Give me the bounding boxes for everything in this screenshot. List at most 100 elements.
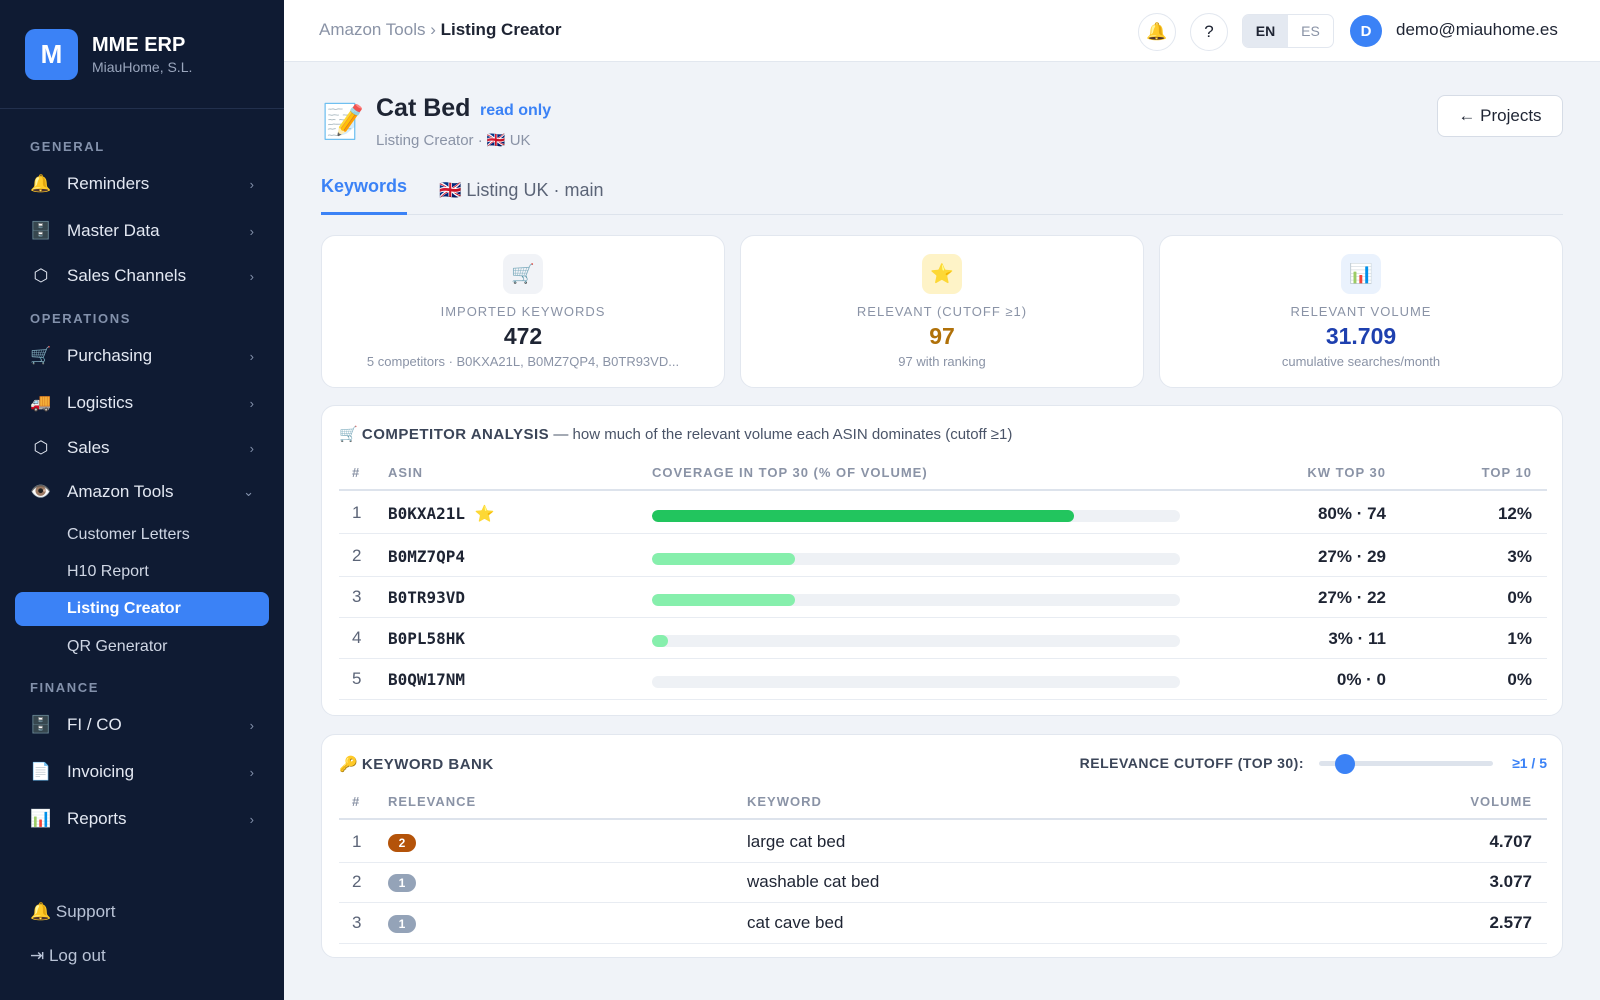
sidebar-item-invoicing[interactable]: 📄 Invoicing › xyxy=(0,752,284,792)
stat-card-volume: 📊 RELEVANT VOLUME 31.709 cumulative sear… xyxy=(1159,235,1563,388)
sidebar-item-amazon-tools[interactable]: 👁️ Amazon Tools ⌄ xyxy=(0,472,284,512)
row-index: 4 xyxy=(352,628,362,647)
cabinet-icon: 🗄️ xyxy=(30,715,52,734)
sidebar-item-label: Amazon Tools xyxy=(67,482,174,501)
help-button[interactable]: ? xyxy=(1190,13,1228,51)
sidebar-item-purchasing[interactable]: 🛒 Purchasing › xyxy=(0,336,284,376)
notifications-button[interactable]: 🔔 xyxy=(1138,13,1176,51)
avatar[interactable]: D xyxy=(1350,15,1382,47)
brand: M MME ERP MiauHome, S.L. xyxy=(0,0,284,109)
tab-listing-uk[interactable]: 🇬🇧 Listing UK · main xyxy=(439,180,604,200)
cart-icon: 🛒 xyxy=(503,254,543,294)
asin-code: B0KXA21L xyxy=(388,504,466,523)
sidebar-item-label: Logistics xyxy=(67,393,134,412)
stat-label: IMPORTED KEYWORDS xyxy=(440,304,606,319)
bell-icon: 🔔 xyxy=(1146,22,1168,41)
chevron-right-icon: › xyxy=(249,811,254,827)
stat-value: 31.709 xyxy=(1325,323,1397,349)
chevron-right-icon: › xyxy=(249,268,254,284)
sidebar: M MME ERP MiauHome, S.L. GENERAL 🔔 Remin… xyxy=(0,0,284,1000)
lang-es-button[interactable]: ES xyxy=(1301,23,1320,39)
brand-name: MME ERP xyxy=(92,33,186,56)
col-header-relevance: RELEVANCE xyxy=(388,794,477,809)
row-divider xyxy=(339,862,1547,863)
tabs: Keywords 🇬🇧 Listing UK · main xyxy=(321,172,1563,215)
volume: 3.077 xyxy=(1489,872,1532,891)
stat-card-relevant: ⭐ RELEVANT (CUTOFF ≥1) 97 97 with rankin… xyxy=(740,235,1144,388)
row-divider xyxy=(339,617,1547,618)
sidebar-item-reminders[interactable]: 🔔 Reminders › xyxy=(0,164,284,204)
asin[interactable]: B0KXA21L ⭐ xyxy=(388,504,495,523)
document-icon: 📄 xyxy=(30,762,52,781)
star-icon: ⭐ xyxy=(474,504,495,523)
row-divider xyxy=(339,658,1547,659)
breadcrumb: Amazon Tools › Listing Creator xyxy=(319,20,562,40)
asin[interactable]: B0QW17NM xyxy=(388,670,465,689)
breadcrumb-current: Listing Creator xyxy=(440,20,562,39)
slider-handle[interactable] xyxy=(1335,754,1355,774)
relevance-cutoff-slider[interactable] xyxy=(1319,754,1493,774)
stat-value: 97 xyxy=(929,323,955,349)
col-header-asin: ASIN xyxy=(388,465,424,480)
coverage-bar xyxy=(652,635,1180,647)
bar-chart-icon: 📊 xyxy=(1341,254,1381,294)
chevron-right-icon: › xyxy=(249,176,254,192)
competitor-description: — how much of the relevant volume each A… xyxy=(553,426,1013,443)
top10: 1% xyxy=(1507,629,1532,648)
tab-keywords[interactable]: Keywords xyxy=(321,172,407,215)
language-switch: EN ES xyxy=(1242,14,1334,48)
sidebar-item-label: FI / CO xyxy=(67,715,122,734)
breadcrumb-separator: › xyxy=(430,20,436,39)
key-icon: 🔑 xyxy=(339,756,358,773)
cutoff-value: ≥1 / 5 xyxy=(1512,755,1547,771)
bar-chart-icon: 📊 xyxy=(30,809,52,828)
sidebar-item-fico[interactable]: 🗄️ FI / CO › xyxy=(0,705,284,745)
asin[interactable]: B0TR93VD xyxy=(388,588,465,607)
logout-link[interactable]: ⇥ Log out xyxy=(30,946,106,965)
support-link[interactable]: 🔔 Support xyxy=(30,902,116,921)
kw-top30: 3% · 11 xyxy=(1328,629,1386,648)
brand-logo[interactable]: M xyxy=(25,28,78,80)
asin-code: B0PL58HK xyxy=(388,629,466,648)
breadcrumb-parent[interactable]: Amazon Tools xyxy=(319,20,426,39)
asin[interactable]: B0MZ7QP4 xyxy=(388,547,465,566)
col-header-kw-top30: KW TOP 30 xyxy=(1307,465,1386,480)
section-general: GENERAL xyxy=(30,139,105,154)
sidebar-item-logistics[interactable]: 🚚 Logistics › xyxy=(0,383,284,423)
projects-button[interactable]: ← Projects xyxy=(1437,95,1563,137)
sidebar-subitem-listing-creator[interactable]: Listing Creator xyxy=(15,592,269,626)
sidebar-item-label: Sales xyxy=(67,438,110,457)
kw-top30: 80% · 74 xyxy=(1317,504,1386,523)
asin[interactable]: B0PL58HK xyxy=(388,629,465,648)
section-finance: FINANCE xyxy=(30,680,99,695)
sidebar-item-label: Sales Channels xyxy=(67,266,187,285)
hexagon-icon: ⬡ xyxy=(33,438,49,457)
chevron-right-icon: › xyxy=(249,440,254,456)
section-operations: OPERATIONS xyxy=(30,311,131,326)
volume: 4.707 xyxy=(1489,832,1532,851)
sidebar-subitem-customer-letters[interactable]: Customer Letters xyxy=(67,526,190,543)
top10: 0% xyxy=(1507,670,1532,689)
row-divider xyxy=(339,533,1547,534)
sidebar-item-label: Invoicing xyxy=(67,762,135,781)
chevron-right-icon: › xyxy=(249,395,254,411)
row-divider xyxy=(339,943,1547,944)
sidebar-subitem-h10-report[interactable]: H10 Report xyxy=(67,563,149,580)
lang-en-button[interactable]: EN xyxy=(1243,15,1288,47)
relevance-badge: 1 xyxy=(388,915,416,933)
asin-code: B0TR93VD xyxy=(388,588,466,607)
cabinet-icon: 🗄️ xyxy=(30,221,52,240)
keyword: washable cat bed xyxy=(747,872,880,891)
sidebar-item-sales[interactable]: ⬡ Sales › xyxy=(0,428,284,468)
sidebar-subitem-qr-generator[interactable]: QR Generator xyxy=(67,638,168,655)
row-divider xyxy=(339,902,1547,903)
star-icon: ⭐ xyxy=(922,254,962,294)
top10: 12% xyxy=(1497,504,1532,523)
kw-top30: 27% · 22 xyxy=(1317,588,1386,607)
volume: 2.577 xyxy=(1489,913,1532,932)
sidebar-item-sales-channels[interactable]: ⬡ Sales Channels › xyxy=(0,256,284,296)
sidebar-item-reports[interactable]: 📊 Reports › xyxy=(0,799,284,839)
user-email[interactable]: demo@miauhome.es xyxy=(1396,20,1558,39)
coverage-fill xyxy=(652,553,795,565)
sidebar-item-master-data[interactable]: 🗄️ Master Data › xyxy=(0,211,284,251)
